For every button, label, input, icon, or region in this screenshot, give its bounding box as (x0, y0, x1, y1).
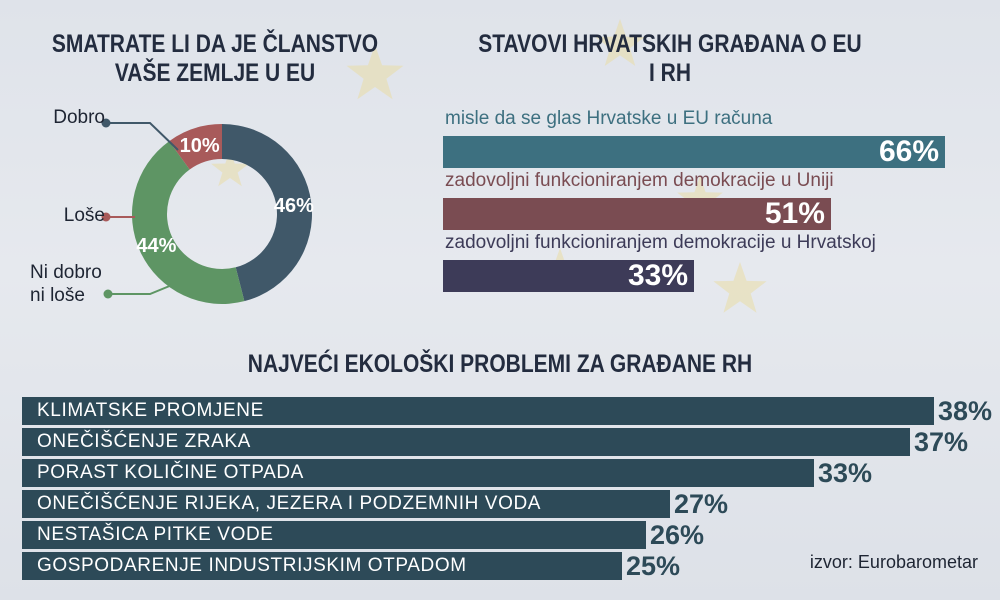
eco-bar-value: 26% (650, 520, 705, 550)
eco-bar-value: 37% (914, 427, 969, 457)
eco-bar-row: PORAST KOLIČINE OTPADA 33% (22, 459, 884, 487)
eco-bar (22, 459, 814, 487)
eco-bar-label: KLIMATSKE PROMJENE (37, 400, 264, 421)
eco-bar-row: ONEČIŠĆENJE RIJEKA, JEZERA I PODZEMNIH V… (22, 490, 740, 518)
eco-bar-row: ONEČIŠĆENJE ZRAKA 37% (22, 428, 980, 456)
attitudes-title: STAVOVI HRVATSKIH GRAĐANA O EU I RH (478, 30, 862, 87)
attitude-bar: 66% (443, 136, 945, 168)
eco-bar-row: NESTAŠICA PITKE VODE 26% (22, 521, 716, 549)
background-star-icon (211, 150, 249, 187)
eco-bar-row: KLIMATSKE PROMJENE 38% (22, 397, 1000, 425)
eco-bar (22, 490, 670, 518)
background-star-icon (346, 45, 404, 100)
donut-slice (132, 141, 245, 304)
eco-bar (22, 552, 622, 580)
eco-bar-row: GOSPODARENJE INDUSTRIJSKIM OTPADOM 25% (22, 552, 692, 580)
donut-legend-label: Loše (64, 205, 105, 226)
attitude-bar-value: 33% (627, 259, 688, 292)
attitude-bar-value: 66% (878, 135, 939, 168)
donut-slice-value-label: 44% (136, 235, 176, 257)
background-star-icon (595, 19, 645, 66)
attitude-bar-value: 51% (764, 197, 825, 230)
membership-title: SMATRATE LI DA JE ČLANSTVO VAŠE ZEMLJE U… (51, 30, 379, 87)
donut-leader-line (106, 122, 179, 151)
eco-bar-value: 27% (674, 489, 729, 519)
donut-slice-value-label: 10% (180, 135, 220, 157)
eco-bar-label: PORAST KOLIČINE OTPADA (37, 462, 304, 483)
donut-slice (169, 124, 222, 170)
attitude-bar-label: zadovoljni funkcioniranjem demokracije u… (445, 170, 834, 191)
donut-legend-label: Ni dobro (30, 262, 102, 283)
eco-title: NAJVEĆI EKOLOŠKI PROBLEMI ZA GRAĐANE RH (247, 350, 753, 378)
donut-legend-label: ni loše (30, 285, 85, 306)
donut-leader-line (108, 284, 173, 295)
source-note: izvor: Eurobarometar (809, 552, 978, 572)
donut-legend-dot (103, 289, 113, 299)
eco-bar (22, 397, 934, 425)
eco-bar-label: NESTAŠICA PITKE VODE (37, 524, 274, 545)
eco-bar (22, 428, 910, 456)
attitude-bar-label: misle da se glas Hrvatske u EU računa (445, 108, 773, 129)
eco-bar-label: ONEČIŠĆENJE RIJEKA, JEZERA I PODZEMNIH V… (37, 493, 542, 514)
eco-bar-value: 38% (938, 396, 993, 426)
background-star-icon (713, 262, 767, 313)
attitude-bar: 33% (443, 260, 694, 292)
donut-legend-label: Dobro (53, 107, 105, 128)
attitude-bar: 51% (443, 198, 831, 230)
donut-slice (222, 124, 312, 302)
background-star-icon (677, 176, 723, 220)
eco-bar-label: GOSPODARENJE INDUSTRIJSKIM OTPADOM (37, 555, 467, 576)
eco-bar-value: 33% (818, 458, 873, 488)
eco-bar-value: 25% (626, 551, 681, 581)
eco-bar-label: ONEČIŠĆENJE ZRAKA (37, 431, 251, 452)
donut-legend-dot (101, 118, 111, 128)
attitude-bar-label: zadovoljni funkcioniranjem demokracije u… (445, 232, 876, 253)
donut-slice-value-label: 46% (274, 195, 314, 217)
donut-legend-dot (101, 212, 111, 222)
eco-bar (22, 521, 646, 549)
